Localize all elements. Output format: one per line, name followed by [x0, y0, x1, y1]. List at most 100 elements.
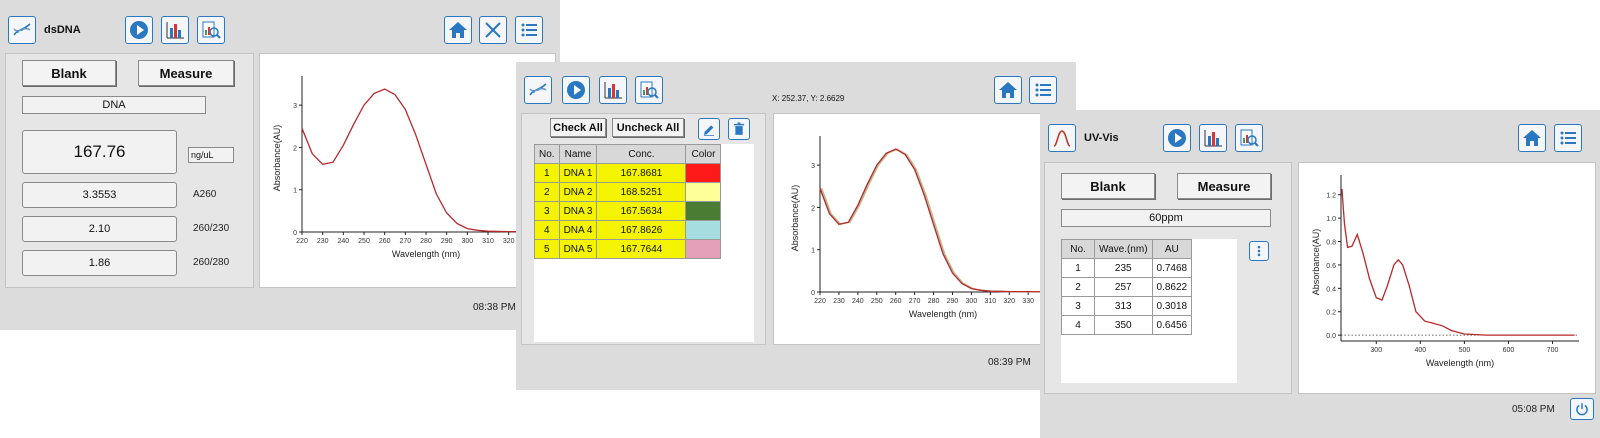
y-tick-label: 0.2	[1326, 310, 1336, 317]
report-button[interactable]	[197, 16, 225, 44]
x-tick-label: 270	[399, 238, 411, 245]
run-button[interactable]	[125, 16, 153, 44]
row-wavelength: 313	[1094, 296, 1153, 316]
check-all-button[interactable]: Check All	[550, 118, 606, 137]
power-button[interactable]	[1570, 398, 1594, 420]
spectrum-chart[interactable]: 2202302402502602702802903003103203303400…	[260, 54, 556, 287]
table-row[interactable]: 2 DNA 2 168.5251	[534, 182, 722, 202]
table-row[interactable]: 1 235 0.7468	[1061, 258, 1193, 278]
row-wavelength: 350	[1094, 315, 1153, 335]
uncheck-all-button[interactable]: Uncheck All	[612, 118, 684, 137]
x-axis-label: Wavelength (nm)	[1426, 358, 1494, 368]
chart-button[interactable]	[599, 76, 627, 104]
table-row[interactable]: 1 DNA 1 167.8681	[534, 163, 722, 183]
chart-button[interactable]	[1199, 124, 1227, 152]
measure-button[interactable]: Measure	[1177, 173, 1271, 199]
row-number: 3	[1061, 296, 1095, 316]
row-number: 1	[1061, 258, 1095, 278]
row-concentration: 167.8626	[596, 220, 687, 240]
close-icon	[485, 22, 501, 38]
table-header: AU	[1151, 239, 1193, 259]
dna-app-button[interactable]	[8, 16, 36, 44]
y-tick-label: 0	[811, 290, 815, 297]
y-tick-label: 0.8	[1326, 240, 1336, 247]
menu-icon	[521, 23, 537, 37]
x-tick-label: 250	[358, 238, 370, 245]
sample-list-panel: Check All Uncheck All No. Name Conc. Col…	[521, 113, 766, 345]
chart-button[interactable]	[161, 16, 189, 44]
table-row[interactable]: 3 DNA 3 167.5634	[534, 201, 722, 221]
uv-vis-plot-panel: 300 400 500 600 700 0.0 0.2 0.4 0.6 0.8 1.0 1.2 Wave…	[1298, 162, 1596, 394]
x-tick-label: 320	[503, 238, 515, 245]
row-wavelength: 235	[1094, 258, 1153, 278]
row-color-swatch[interactable]	[685, 201, 722, 221]
peak-table: No. Wave.(nm) AU 1 235 0.7468 2 257 0.86…	[1061, 239, 1193, 335]
overlay-spectrum-chart[interactable]: 2202302402502602702802903003103203303403…	[774, 114, 1072, 344]
table-header: Conc.	[596, 144, 687, 164]
y-tick-label: 1.0	[1326, 216, 1336, 223]
row-name: DNA 4	[558, 220, 598, 240]
row-number: 5	[534, 239, 560, 259]
row-number: 4	[534, 220, 560, 240]
home-button[interactable]	[444, 16, 472, 44]
report-search-icon	[640, 81, 659, 99]
home-icon	[999, 82, 1017, 98]
menu-icon	[1560, 131, 1576, 145]
more-options-button[interactable]	[1249, 241, 1269, 261]
row-color-swatch[interactable]	[685, 182, 722, 202]
home-button[interactable]	[994, 76, 1022, 104]
dna-icon	[13, 23, 31, 36]
table-header: No.	[1061, 239, 1095, 259]
y-tick-label: 3	[293, 103, 297, 110]
uv-vis-app-button[interactable]	[1048, 124, 1076, 152]
menu-button[interactable]	[515, 16, 543, 44]
overlay-plot-panel: 2202302402502602702802903003103203303403…	[773, 113, 1072, 345]
edit-button[interactable]	[698, 118, 720, 140]
row-wavelength: 257	[1094, 277, 1153, 297]
row-name: DNA 1	[558, 163, 598, 183]
row-color-swatch[interactable]	[685, 220, 722, 240]
row-number: 1	[534, 163, 560, 183]
sample-name-field[interactable]: DNA	[22, 96, 206, 114]
ratio-260-230-value: 2.10	[22, 216, 177, 242]
multi-sample-screen: X: 252.37, Y: 2.6629 Check All Uncheck A…	[516, 62, 1076, 390]
x-tick-label: 320	[1003, 298, 1015, 305]
concentration-unit-select[interactable]: ng/uL	[188, 147, 234, 163]
x-tick-label: 300	[1370, 347, 1382, 354]
blank-button[interactable]: Blank	[1061, 173, 1155, 199]
home-button[interactable]	[1518, 124, 1546, 152]
close-button[interactable]	[479, 16, 507, 44]
row-number: 4	[1061, 315, 1095, 335]
report-button[interactable]	[635, 76, 663, 104]
y-tick-label: 1	[293, 188, 297, 195]
table-row[interactable]: 4 350 0.6456	[1061, 315, 1193, 335]
x-tick-label: 310	[482, 238, 494, 245]
dna-app-button[interactable]	[524, 76, 552, 104]
spectrum-line	[819, 148, 1066, 293]
y-axis-label: Absorbance(AU)	[790, 185, 800, 252]
run-button[interactable]	[1163, 124, 1191, 152]
blank-button[interactable]: Blank	[22, 60, 116, 86]
table-row[interactable]: 2 257 0.8622	[1061, 277, 1193, 297]
chart-icon	[604, 82, 622, 99]
row-number: 3	[534, 201, 560, 221]
x-tick-label: 240	[337, 238, 349, 245]
delete-button[interactable]	[728, 118, 750, 140]
menu-button[interactable]	[1554, 124, 1582, 152]
y-axis-label: Absorbance(AU)	[1311, 229, 1321, 296]
table-header: Wave.(nm)	[1094, 239, 1153, 259]
row-color-swatch[interactable]	[685, 239, 722, 259]
uv-vis-spectrum-chart[interactable]: 300 400 500 600 700 0.0 0.2 0.4 0.6 0.8 1.0 1.2 Wave…	[1299, 163, 1595, 393]
measure-button[interactable]: Measure	[138, 60, 234, 86]
menu-button[interactable]	[1029, 76, 1057, 104]
row-color-swatch[interactable]	[685, 163, 722, 183]
row-number: 2	[1061, 277, 1095, 297]
edit-icon	[703, 125, 715, 136]
run-button[interactable]	[562, 76, 590, 104]
row-name: DNA 2	[558, 182, 598, 202]
report-button[interactable]	[1235, 124, 1263, 152]
table-row[interactable]: 4 DNA 4 167.8626	[534, 220, 722, 240]
sample-name-field[interactable]: 60ppm	[1061, 209, 1271, 227]
table-row[interactable]: 5 DNA 5 167.7644	[534, 239, 722, 259]
table-row[interactable]: 3 313 0.3018	[1061, 296, 1193, 316]
